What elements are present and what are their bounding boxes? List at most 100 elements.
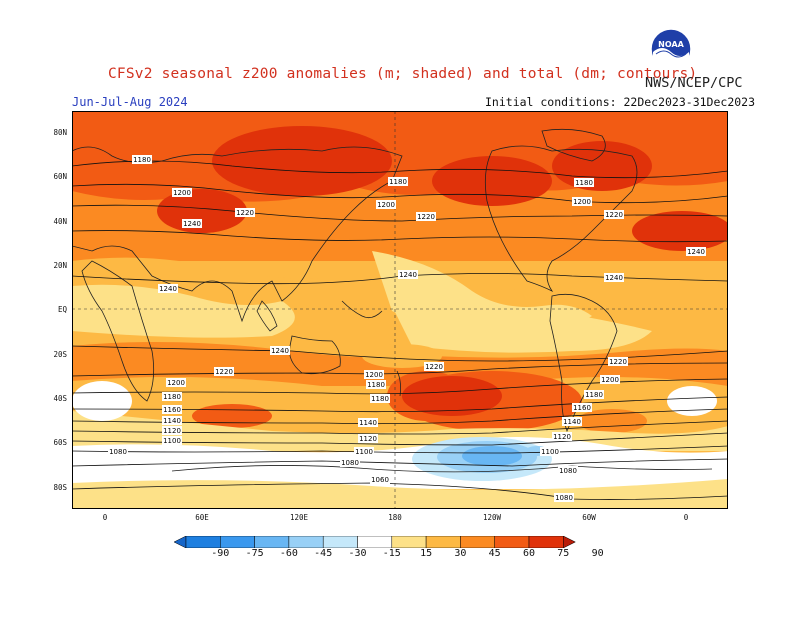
contour-label: 1200: [572, 197, 592, 206]
colorbar-tick-label: 75: [557, 548, 570, 559]
contour-label: 1180: [162, 392, 182, 401]
svg-text:1200: 1200: [377, 201, 395, 209]
colorbar-tick-label: 60: [522, 548, 536, 559]
svg-text:1140: 1140: [563, 418, 581, 426]
contour-label: 1200: [364, 370, 384, 379]
contour-label: 1180: [388, 177, 408, 186]
lon-label: 60W: [582, 513, 596, 522]
svg-text:1220: 1220: [236, 209, 254, 217]
contour-label: 1060: [370, 475, 390, 484]
contour-label: 1140: [162, 416, 182, 425]
svg-text:1180: 1180: [371, 395, 389, 403]
svg-text:1200: 1200: [365, 371, 383, 379]
svg-text:1240: 1240: [159, 285, 177, 293]
colorbar-tick-label: -45: [314, 548, 333, 559]
svg-text:1180: 1180: [163, 393, 181, 401]
contour-label: 1080: [554, 493, 574, 502]
lat-label: 40N: [53, 217, 67, 226]
contour-label: 1220: [235, 208, 255, 217]
colorbar-segment: [185, 536, 221, 548]
colorbar-segment: [357, 536, 393, 548]
contour-label: 1240: [158, 284, 178, 293]
contour-label: 1220: [214, 367, 234, 376]
contour-label: 1120: [552, 432, 572, 441]
contour-label: 1180: [584, 390, 604, 399]
svg-text:1120: 1120: [163, 427, 181, 435]
lon-label: 0: [683, 513, 689, 522]
svg-text:1120: 1120: [553, 433, 571, 441]
colorbar-segment: [220, 536, 255, 548]
colorbar-segment: [391, 536, 427, 548]
contour-label: 1180: [574, 178, 594, 187]
colorbar-end-high: [563, 536, 576, 548]
contour-label: 1100: [540, 447, 560, 456]
colorbar-tick-label: -75: [245, 548, 264, 559]
colorbar-segment: [425, 536, 461, 548]
contour-label: 1240: [182, 219, 202, 228]
svg-text:1160: 1160: [163, 406, 181, 414]
svg-text:1220: 1220: [605, 211, 623, 219]
contour-label-group: 1180 1200 1220 1240 1180 1200 1220 1240 …: [108, 155, 706, 502]
contour-label: 1240: [604, 273, 624, 282]
colorbar-tick-label: -30: [348, 548, 367, 559]
logo-text: NOAA: [658, 40, 684, 49]
lat-label: 20N: [53, 261, 67, 270]
lon-label: 60E: [195, 513, 209, 522]
lat-label: 40S: [53, 394, 67, 403]
map-frame: [72, 111, 728, 509]
contour-label: 1140: [358, 418, 378, 427]
svg-text:1140: 1140: [359, 419, 377, 427]
contour-label: 1240: [398, 270, 418, 279]
colorbar-tick-label: -90: [211, 548, 230, 559]
contour-label: 1080: [108, 447, 128, 456]
lat-label: EQ: [57, 305, 67, 314]
colorbar-tick-label: -60: [279, 548, 298, 559]
chart-title: CFSv2 seasonal z200 anomalies (m; shaded…: [108, 66, 698, 82]
colorbar-tick-label: -15: [382, 548, 401, 559]
contour-label: 1240: [686, 247, 706, 256]
contour-label: 1200: [376, 200, 396, 209]
lat-label: 60S: [53, 438, 67, 447]
lat-label: 60N: [53, 172, 67, 181]
colorbar-segment: [460, 536, 495, 548]
contour-label: 1220: [424, 362, 444, 371]
anomaly-map: 1180 1200 1220 1240 1180 1200 1220 1240 …: [72, 111, 728, 509]
contour-label: 1160: [162, 405, 182, 414]
contour-label: 1080: [340, 458, 360, 467]
contour-label: 1080: [558, 466, 578, 475]
svg-text:1180: 1180: [575, 179, 593, 187]
contour-label: 1180: [366, 380, 386, 389]
lat-label: 80N: [53, 128, 67, 137]
colorbar: [174, 536, 576, 548]
svg-text:1240: 1240: [687, 248, 705, 256]
svg-text:1220: 1220: [425, 363, 443, 371]
svg-text:1080: 1080: [559, 467, 577, 475]
lat-label: 20S: [53, 350, 67, 359]
contour-label: 1120: [162, 426, 182, 435]
contour-label: 1200: [166, 378, 186, 387]
svg-text:1220: 1220: [609, 358, 627, 366]
contour-label: 1100: [162, 436, 182, 445]
contour-label: 1220: [416, 212, 436, 221]
svg-text:1120: 1120: [359, 435, 377, 443]
lon-label: 120W: [482, 513, 502, 522]
contour-label: 1160: [572, 403, 592, 412]
colorbar-tick-label: 30: [454, 548, 467, 559]
svg-text:1200: 1200: [601, 376, 619, 384]
colorbar-segment: [288, 536, 324, 548]
lon-label: 120E: [289, 513, 309, 522]
initial-conditions-label: Initial conditions: 22Dec2023-31Dec2023: [485, 95, 756, 109]
svg-text:1100: 1100: [163, 437, 181, 445]
svg-text:1200: 1200: [573, 198, 591, 206]
lat-label: 80S: [53, 483, 67, 492]
svg-text:1180: 1180: [367, 381, 385, 389]
svg-text:1160: 1160: [573, 404, 591, 412]
contour-label: 1140: [562, 417, 582, 426]
season-label: Jun-Jul-Aug 2024: [72, 95, 188, 109]
contour-label: 1100: [354, 447, 374, 456]
svg-text:1100: 1100: [355, 448, 373, 456]
colorbar-segment: [254, 536, 290, 548]
colorbar-segment: [494, 536, 530, 548]
svg-text:1140: 1140: [163, 417, 181, 425]
svg-text:1060: 1060: [371, 476, 389, 484]
